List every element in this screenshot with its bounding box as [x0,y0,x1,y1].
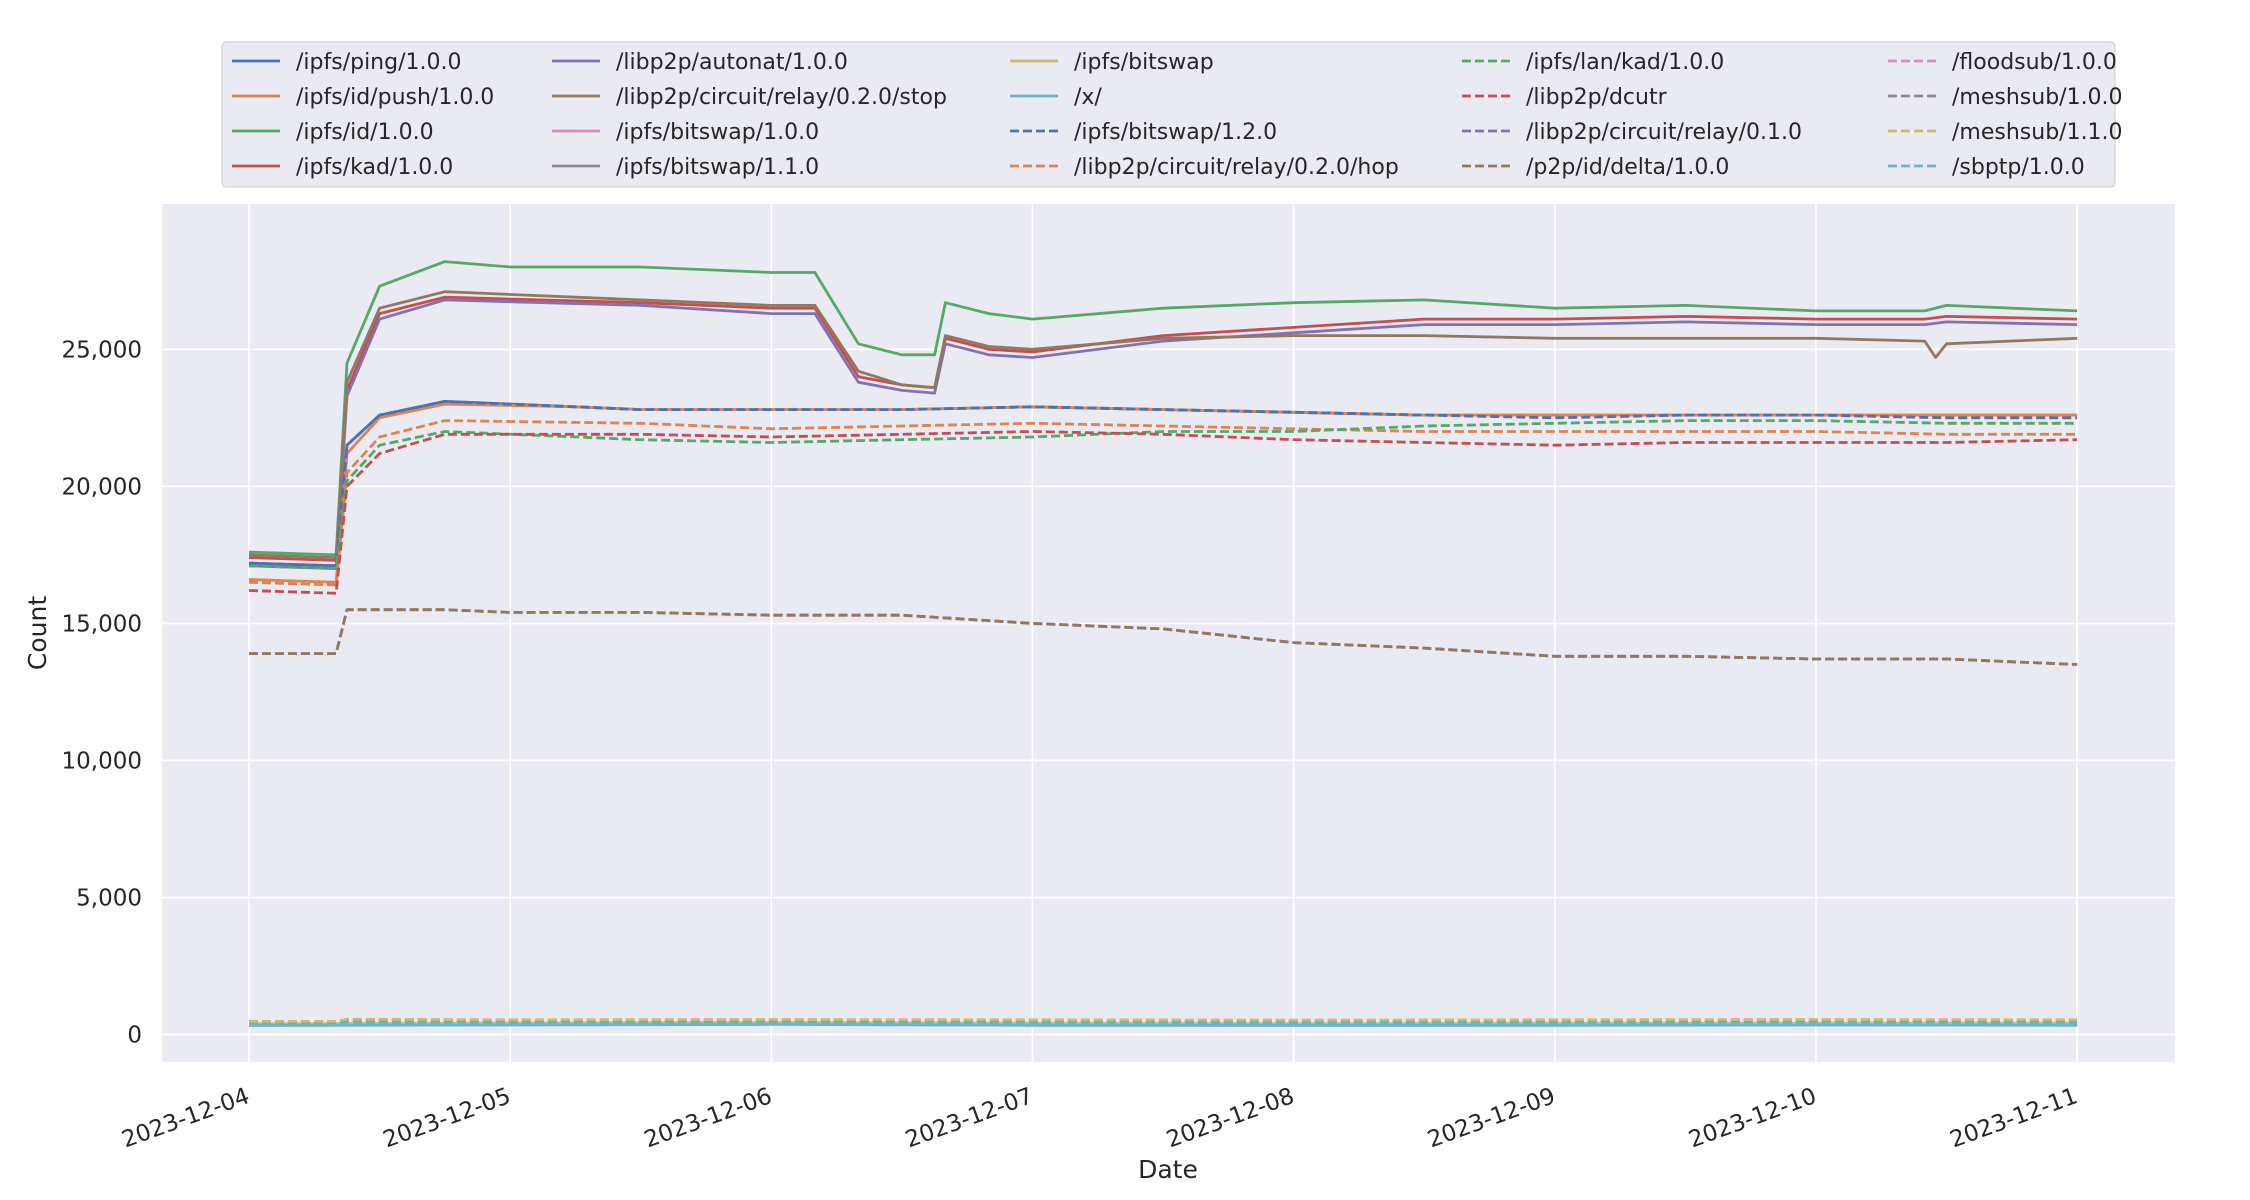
legend-label: /ipfs/bitswap/1.1.0 [616,155,819,180]
legend-label: /libp2p/circuit/relay/0.1.0 [1526,120,1802,145]
legend-label: /meshsub/1.0.0 [1952,85,2123,110]
legend-label: /ipfs/bitswap [1074,50,1214,75]
legend-label: /libp2p/circuit/relay/0.2.0/stop [616,85,947,110]
legend-label: /ipfs/kad/1.0.0 [296,155,453,180]
legend-label: /ipfs/lan/kad/1.0.0 [1526,50,1724,75]
legend-label: /libp2p/dcutr [1526,85,1668,110]
legend-label: /p2p/id/delta/1.0.0 [1526,155,1729,180]
y-tick-label: 25,000 [62,337,142,363]
y-axis-title: Count [23,596,52,670]
y-tick-label: 0 [127,1023,142,1049]
x-tick-label: 2023-12-07 [902,1083,1037,1153]
legend: /ipfs/ping/1.0.0/ipfs/id/push/1.0.0/ipfs… [221,41,2123,188]
x-tick-label: 2023-12-05 [380,1083,515,1153]
x-tick-label: 2023-12-06 [641,1083,776,1153]
y-tick-label: 15,000 [62,611,142,637]
legend-frame [221,41,2116,188]
legend-label: /libp2p/autonat/1.0.0 [616,50,848,75]
series-line [249,1017,2078,1023]
legend-label: /ipfs/id/push/1.0.0 [296,85,494,110]
legend-label: /ipfs/ping/1.0.0 [296,50,461,75]
series-line [248,298,2078,570]
x-tick-label: 2023-12-11 [1947,1083,2082,1153]
grid [162,204,2175,1062]
plot-background [162,204,2175,1062]
y-tick-label: 20,000 [62,474,142,500]
series-line [248,1023,2078,1027]
legend-label: /ipfs/id/1.0.0 [296,120,434,145]
series-line [248,400,2078,568]
series-line [248,419,2078,587]
x-tick-label: 2023-12-10 [1685,1083,1820,1153]
x-axis: 2023-12-04 2023-12-05 2023-12-06 2023-12-07… [119,1083,2082,1153]
y-tick-label: 10,000 [62,748,142,774]
series-layer [248,260,2078,1027]
x-tick-label: 2023-12-04 [119,1083,254,1153]
legend-label: /floodsub/1.0.0 [1952,50,2117,75]
y-tick-label: 5,000 [76,886,142,912]
series-line [248,419,2078,570]
legend-label: /ipfs/bitswap/1.0.0 [616,120,819,145]
legend-label: /libp2p/circuit/relay/0.2.0/hop [1074,155,1399,180]
legend-label: /sbptp/1.0.0 [1952,155,2085,180]
legend-label: /x/ [1074,85,1102,110]
x-tick-label: 2023-12-09 [1424,1083,1559,1153]
x-axis-title: Date [1138,1155,1198,1184]
series-line [248,430,2078,595]
series-line [249,1021,2078,1026]
series-line [248,290,2078,559]
series-line [248,260,2078,557]
x-tick-label: 2023-12-08 [1163,1083,1298,1153]
series-line [249,608,2078,666]
y-axis: 0 5,000 10,000 15,000 20,000 25,000 [62,337,142,1048]
legend-label: /ipfs/bitswap/1.2.0 [1074,120,1277,145]
legend-label: /meshsub/1.1.0 [1952,120,2123,145]
